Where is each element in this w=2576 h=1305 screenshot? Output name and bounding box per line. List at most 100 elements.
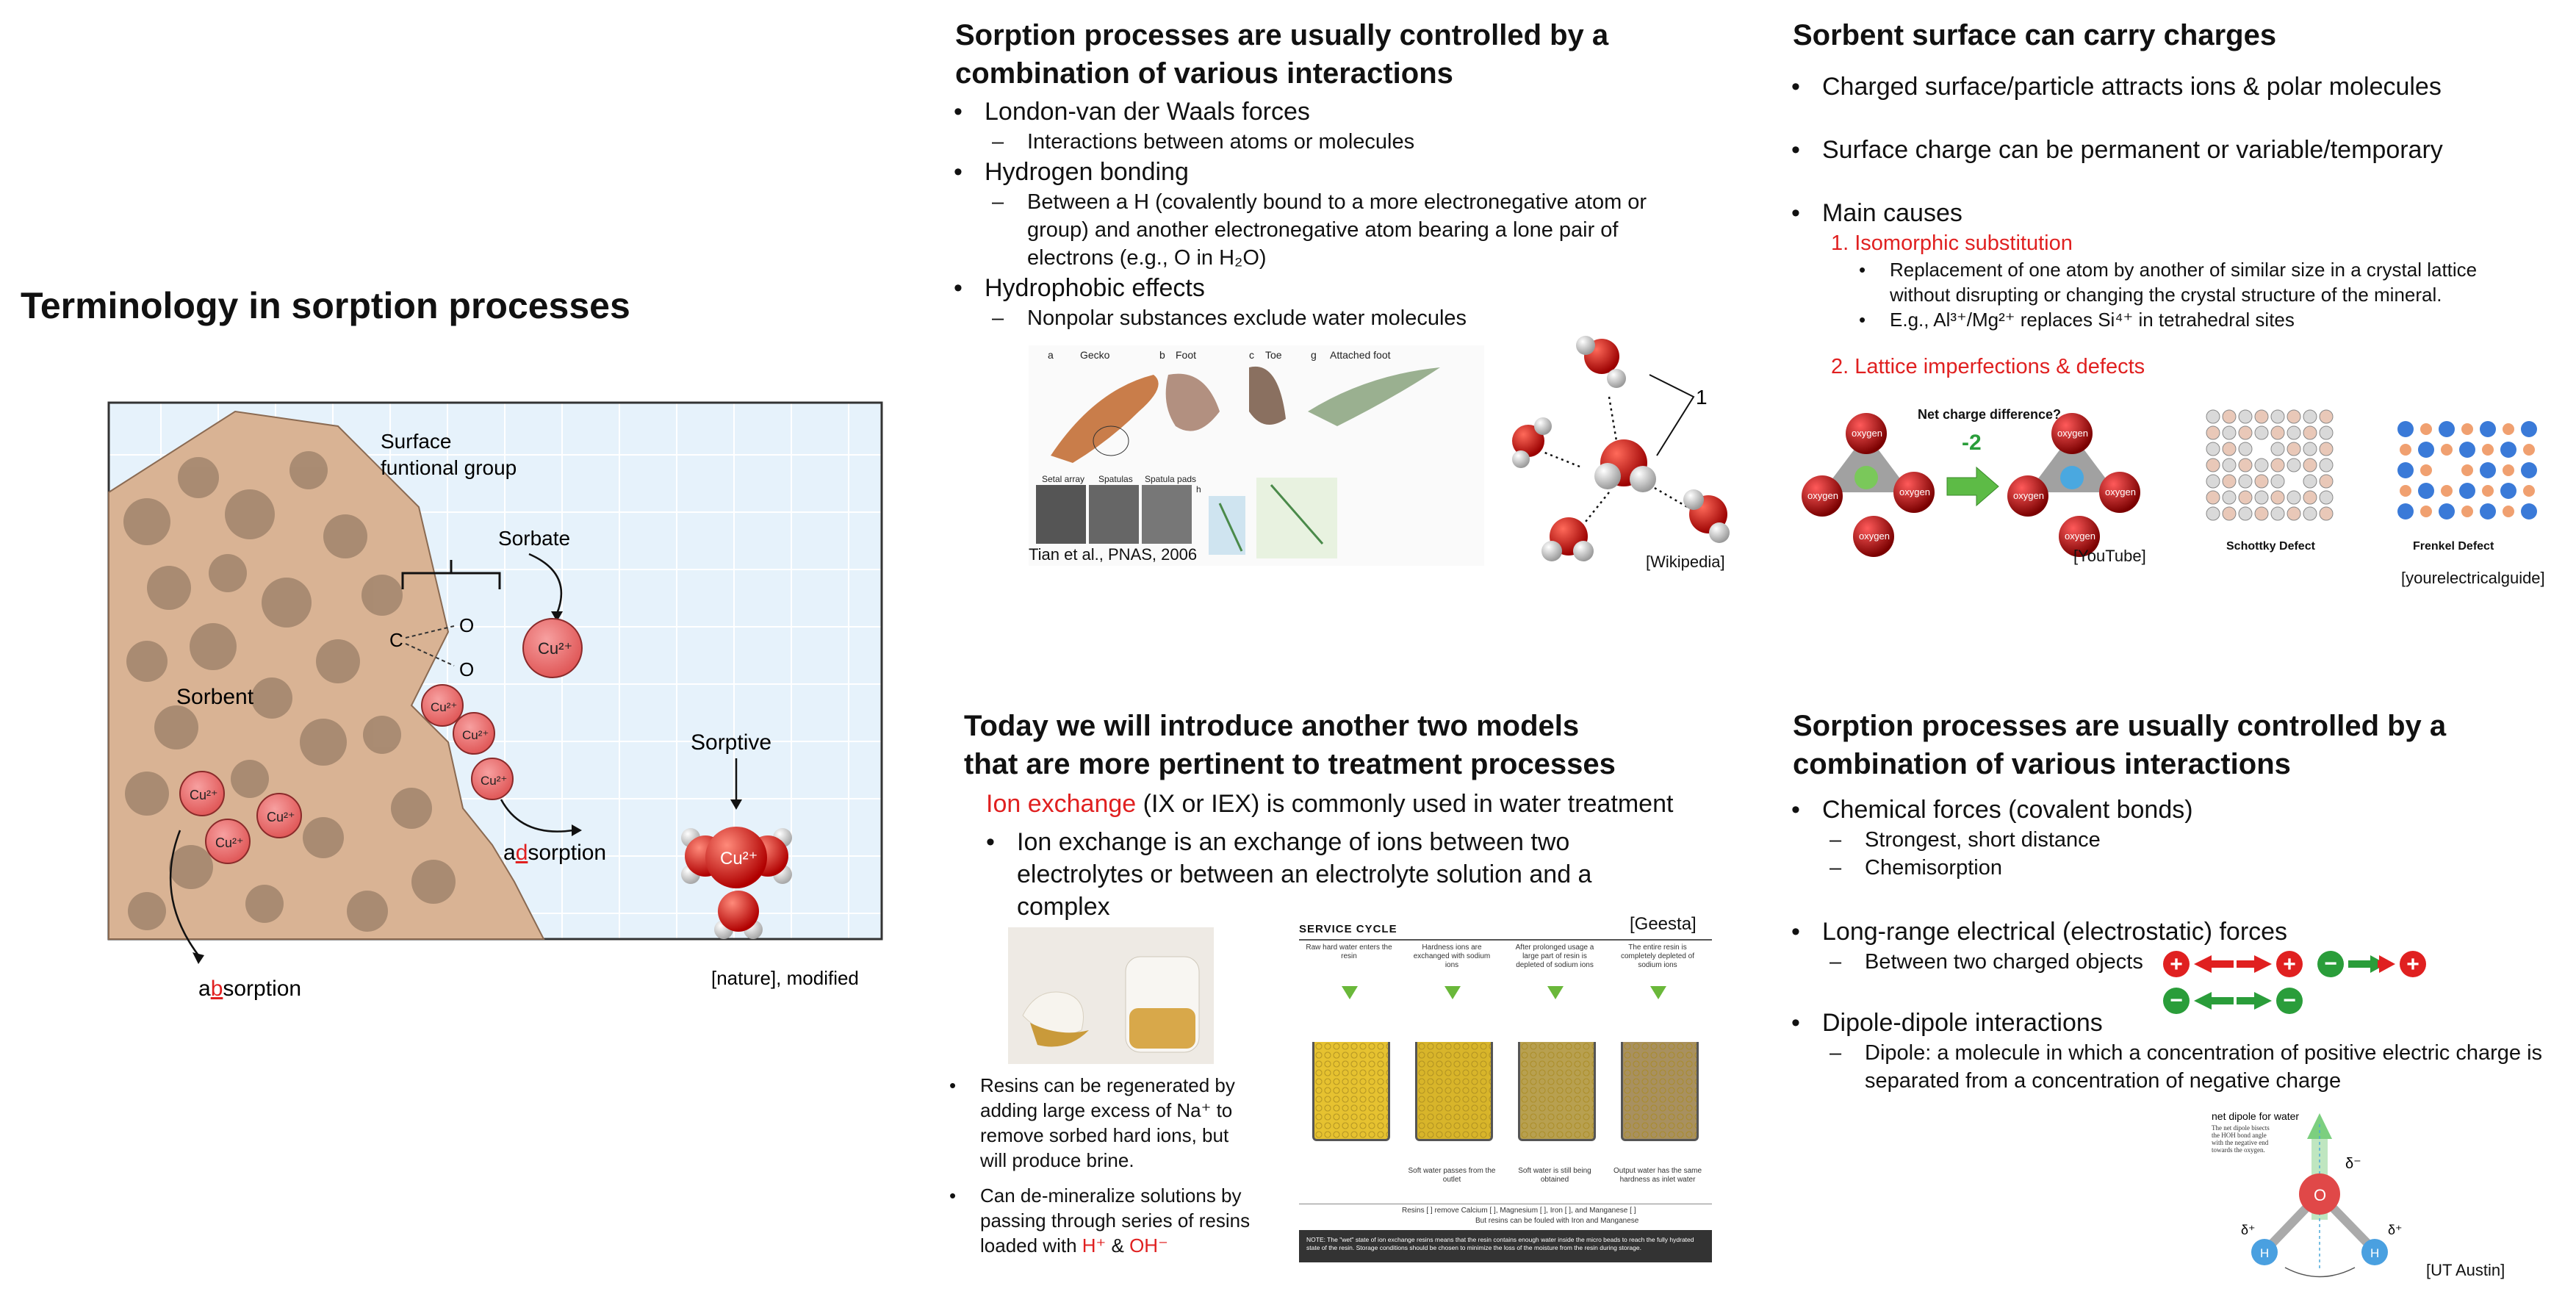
- arrow-right-icon: [1946, 466, 1999, 507]
- youtube-citation: [YouTube]: [2073, 547, 2146, 565]
- bullet-charged-surface: Charged surface/particle attracts ions &…: [1822, 71, 2557, 103]
- sub-dipole-def: Dipole: a molecule in which a concentrat…: [1865, 1039, 2570, 1095]
- surface-group-label-1: Surface: [381, 430, 452, 453]
- svg-text:−: −: [2170, 988, 2183, 1013]
- wikipedia-citation: [Wikipedia]: [1646, 553, 1725, 571]
- resin-tank: [1621, 1042, 1699, 1141]
- gecko-foot-icon: [1165, 373, 1220, 431]
- svg-text:oxygen: oxygen: [2065, 531, 2095, 542]
- water-hbond-figure: 1: [1512, 336, 1730, 561]
- sub-hbond: Between a H (covalently bound to a more …: [1027, 188, 1688, 272]
- attached-foot-icon: [1308, 367, 1440, 426]
- cycle-step-caption: After prolonged usage a large part of re…: [1515, 943, 1594, 969]
- sorbent-pores: [123, 451, 456, 932]
- dipole-note: The net dipole bisects the HOH bond angl…: [2212, 1124, 2270, 1154]
- resin-tank: [1518, 1042, 1596, 1141]
- resin-photo: [1008, 927, 1214, 1064]
- sub-isomorphic-2: E.g., Al³⁺/Mg²⁺ replaces Si⁴⁺ in tetrahe…: [1890, 307, 2557, 332]
- electrical-guide-citation: [yourelectricalguide]: [2401, 569, 2545, 587]
- svg-text:H: H: [2370, 1246, 2379, 1260]
- down-arrow-icon: [1650, 986, 1666, 999]
- svg-text:+: +: [2406, 952, 2420, 977]
- bullet-vdw: London-van der Waals forces: [985, 96, 1719, 128]
- delta-plus-right: δ⁺: [2388, 1223, 2403, 1237]
- sub-isomorphic-1: Replacement of one atom by another of si…: [1890, 257, 2536, 307]
- cause-lattice: 2. Lattice imperfections & defects: [1831, 355, 2145, 378]
- sub-chemisorption: Chemisorption: [1865, 854, 2564, 882]
- page-title: Terminology in sorption processes: [21, 285, 630, 326]
- svg-text:oxygen: oxygen: [1807, 490, 1838, 501]
- resin-legend: Resins [ ] remove Calcium [ ], Magnesium…: [1402, 1207, 1636, 1215]
- svg-text:a: a: [1048, 349, 1054, 361]
- sorption-diagram: C O O Surface funtional group Sorbate So…: [107, 401, 883, 1001]
- cause-isomorphic: 1. Isomorphic substitution: [1831, 231, 2073, 255]
- resin-notes: Resins can be regenerated by adding larg…: [980, 1073, 1259, 1258]
- tetrahedron-si: [1802, 413, 1935, 557]
- note-demineralize: Can de-mineralize solutions by passing t…: [980, 1183, 1259, 1258]
- service-cycle-title: SERVICE CYCLE: [1299, 923, 1397, 935]
- slide4-title-1: Today we will introduce another two mode…: [964, 710, 1580, 742]
- oxygen-atom-2: O: [459, 658, 474, 680]
- sorbent-label: Sorbent: [176, 685, 254, 709]
- frenkel-label: Frenkel Defect: [2413, 540, 2494, 553]
- sorptive-label: Sorptive: [691, 730, 771, 755]
- frenkel-defect-figure: [2397, 421, 2537, 520]
- ion-exchange-intro: Ion exchange (IX or IEX) is commonly use…: [986, 788, 1673, 820]
- schottky-label: Schottky Defect: [2226, 540, 2315, 553]
- svg-text:−: −: [2283, 988, 2296, 1013]
- cycle-output-caption: Soft water is still being obtained: [1518, 1167, 1591, 1184]
- svg-text:oxygen: oxygen: [1852, 428, 1882, 439]
- svg-text:Cu²⁺: Cu²⁺: [481, 774, 507, 788]
- gecko-icon: [1051, 375, 1159, 463]
- svg-text:Cu²⁺: Cu²⁺: [190, 788, 218, 802]
- svg-text:Cu²⁺: Cu²⁺: [215, 835, 244, 850]
- svg-text:Cu²⁺: Cu²⁺: [720, 849, 758, 869]
- gecko-toe-icon: [1249, 366, 1286, 425]
- svg-text:Cu²⁺: Cu²⁺: [538, 639, 572, 658]
- cycle-step-caption: Hardness ions are exchanged with sodium …: [1413, 943, 1491, 969]
- svg-text:Foot: Foot: [1176, 349, 1196, 361]
- svg-text:+: +: [2170, 952, 2183, 977]
- cycle-output-caption: Soft water passes from the outlet: [1408, 1167, 1496, 1184]
- down-arrow-icon: [1342, 986, 1358, 999]
- isomorphic-substitution-figure: oxygen oxygen oxygen oxygen Net charge dif…: [1802, 407, 2140, 557]
- svg-text:Gecko: Gecko: [1080, 349, 1110, 361]
- surface-group-label-2: funtional group: [381, 456, 517, 479]
- nature-citation: [nature], modified: [711, 967, 859, 989]
- svg-text:oxygen: oxygen: [1859, 531, 1890, 542]
- slide5-title: Sorption processes are usually controlle…: [1793, 710, 2447, 780]
- net-charge-value: -2: [1962, 431, 1982, 455]
- dipole-title: net dipole for water: [2212, 1110, 2299, 1122]
- note-bar: NOTE: The "wet" state of ion exchange re…: [1299, 1230, 1712, 1262]
- svg-text:h: h: [1196, 484, 1201, 495]
- service-cycle-figure: SERVICE CYCLE [Geesta] Raw hard water en…: [1299, 914, 1712, 1264]
- ut-austin-citation: [UT Austin]: [2426, 1261, 2505, 1279]
- svg-text:b: b: [1159, 349, 1165, 361]
- delta-plus-left: δ⁺: [2241, 1223, 2256, 1237]
- bullet-dipole: Dipole-dipole interactions: [1822, 1007, 2564, 1039]
- geesta-citation: [Geesta]: [1630, 914, 1697, 934]
- hydrated-cu-complex: Cu²⁺: [681, 827, 792, 939]
- bullet-electrostatic: Long-range electrical (electrostatic) fo…: [1822, 916, 2564, 948]
- svg-text:Cu²⁺: Cu²⁺: [462, 728, 489, 742]
- charge-interaction-icons: + + − − − +: [2163, 951, 2426, 1014]
- oxygen-atom-1: O: [459, 614, 474, 636]
- down-arrow-icon: [1547, 986, 1564, 999]
- svg-text:g: g: [1311, 349, 1317, 361]
- sub-charged-objects: Between two charged objects: [1865, 948, 2564, 976]
- resin-legend-2: But resins can be fouled with Iron and M…: [1475, 1217, 1639, 1225]
- sub-vdw: Interactions between atoms or molecules: [1027, 128, 1719, 156]
- resin-tank: [1415, 1042, 1493, 1141]
- svg-text:oxygen: oxygen: [1899, 486, 1930, 497]
- svg-text:c: c: [1249, 349, 1254, 361]
- svg-text:Attached foot: Attached foot: [1330, 349, 1391, 361]
- svg-text:Spatulas: Spatulas: [1098, 474, 1133, 484]
- bracket: [401, 560, 501, 589]
- tetrahedron-mg: [2007, 413, 2140, 557]
- svg-text:+: +: [2283, 952, 2296, 977]
- slide2-title: Sorption processes are usually controlle…: [955, 19, 1609, 90]
- ion-exchange-rest: (IX or IEX) is commonly used in water tr…: [1136, 790, 1674, 818]
- slide3-bullets: Charged surface/particle attracts ions &…: [1822, 71, 2557, 381]
- resin-tank: [1312, 1042, 1390, 1141]
- svg-text:oxygen: oxygen: [2057, 428, 2088, 439]
